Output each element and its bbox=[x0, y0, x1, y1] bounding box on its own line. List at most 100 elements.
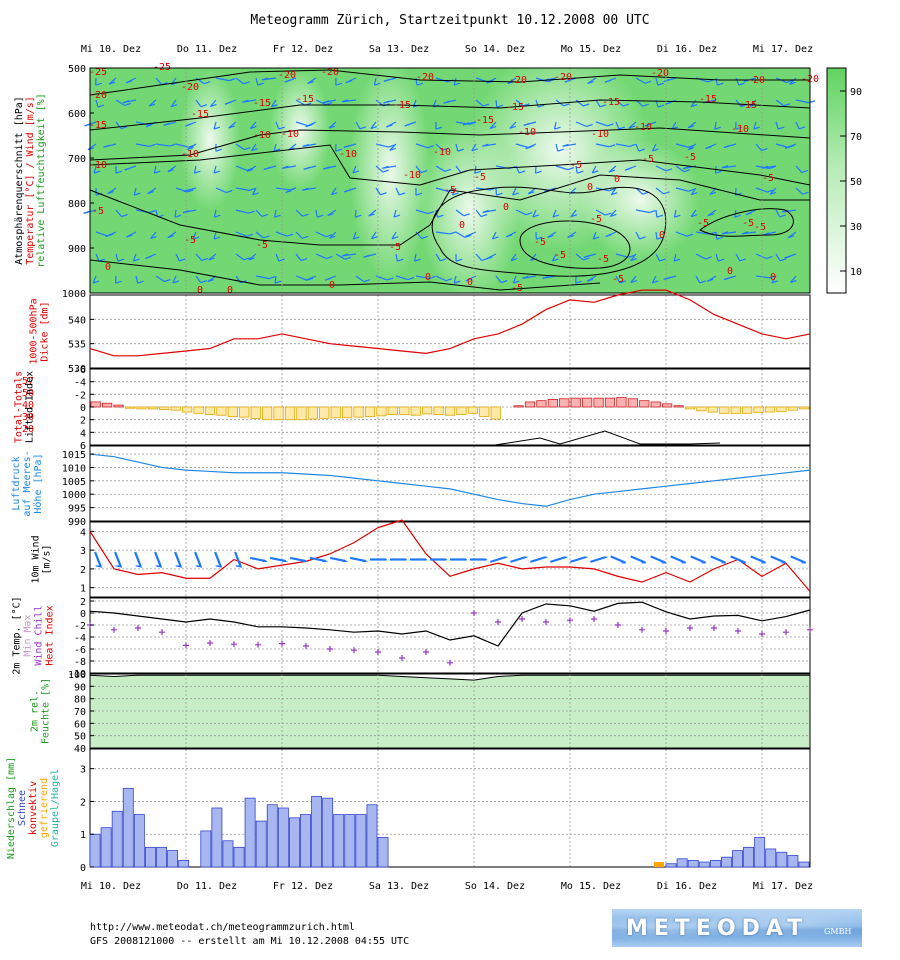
wind-barb-flag bbox=[642, 191, 649, 195]
wind-barb-flag bbox=[781, 209, 789, 213]
wind-barb bbox=[555, 143, 559, 152]
wind-barb-flag bbox=[663, 78, 671, 82]
wind-chill-mark bbox=[663, 628, 669, 634]
wind-barb-flag bbox=[250, 125, 257, 130]
wind-arrow bbox=[234, 551, 242, 568]
precip-bar bbox=[765, 848, 777, 868]
wind-barb bbox=[395, 275, 409, 281]
wind-barb bbox=[175, 143, 189, 148]
wind-barb-flag bbox=[445, 278, 453, 282]
wind-barb bbox=[552, 209, 557, 218]
wind-barb-flag bbox=[496, 104, 504, 108]
day-label: Mi 10. Dez bbox=[81, 881, 141, 892]
wind-barb-flag bbox=[125, 80, 133, 84]
wind-chill-mark bbox=[255, 641, 261, 648]
wind-barb-flag bbox=[779, 258, 787, 262]
wind-barb bbox=[695, 253, 706, 260]
contour-label: -5 bbox=[474, 172, 486, 183]
wind-barb-flag bbox=[343, 144, 350, 148]
wind-barb bbox=[135, 121, 149, 126]
precip-bar bbox=[277, 807, 289, 868]
wind-barb bbox=[435, 143, 443, 151]
contour-label: -5 bbox=[184, 235, 196, 246]
wind-barb-flag bbox=[207, 279, 214, 283]
wind-chill-mark bbox=[303, 643, 309, 649]
precip-bar bbox=[144, 846, 156, 868]
wind-barb-flag bbox=[471, 148, 478, 152]
wind-barb bbox=[795, 187, 803, 195]
footer-url[interactable]: http://www.meteodat.ch/meteogrammzurich.… bbox=[90, 922, 355, 933]
wind-barb-flag bbox=[463, 213, 471, 217]
wind-barb bbox=[455, 165, 462, 174]
wind-barb-flag bbox=[148, 103, 156, 107]
wind-arrow bbox=[530, 556, 546, 563]
wind-barb bbox=[575, 165, 578, 174]
lifted-index-bar bbox=[524, 401, 536, 408]
total-totals-label: 30 bbox=[22, 412, 34, 423]
wind-barb-flag bbox=[345, 80, 352, 84]
wind-barb bbox=[435, 187, 449, 192]
wind-barb-flag bbox=[370, 126, 378, 130]
meteodat-logo[interactable]: METEODAT GMBH bbox=[612, 909, 862, 947]
wind-barb bbox=[255, 231, 264, 239]
humidity-area bbox=[90, 675, 810, 748]
wind-barb-flag bbox=[335, 82, 342, 86]
wind-barb-flag bbox=[652, 148, 659, 152]
wind-barb-flag bbox=[547, 234, 554, 239]
wind-barb-flag bbox=[527, 191, 535, 195]
wind-barb-flag bbox=[121, 213, 128, 218]
wind-barb bbox=[115, 121, 122, 129]
wind-barb-flag bbox=[716, 236, 723, 240]
wind-barb bbox=[95, 253, 100, 262]
wind-chill-mark bbox=[183, 642, 189, 649]
lifted-index-bar bbox=[136, 406, 147, 410]
wind-barb-flag bbox=[505, 234, 513, 238]
wind-arrowhead bbox=[215, 565, 223, 568]
wind-chill-mark bbox=[807, 626, 813, 633]
wind-barb-flag bbox=[575, 280, 582, 284]
wind-barb bbox=[193, 165, 197, 174]
day-label: Mi 17. Dez bbox=[753, 44, 813, 55]
contour-label: -5 bbox=[570, 160, 582, 171]
wind-barb bbox=[235, 165, 248, 171]
wind-barb-flag bbox=[771, 280, 779, 284]
wind-arrow bbox=[670, 555, 686, 564]
axis-label: Lifted Index bbox=[25, 371, 36, 443]
wind-barb bbox=[512, 275, 517, 284]
precip-bar bbox=[322, 797, 334, 868]
wind-barb-flag bbox=[126, 234, 133, 238]
wind-barb-flag bbox=[714, 126, 721, 130]
wind-barb bbox=[775, 121, 779, 130]
wind-chill-mark bbox=[495, 619, 501, 625]
axis-label: relative Luftfeuchtigkeit [%] bbox=[36, 93, 47, 268]
tick-label: 900 bbox=[68, 244, 86, 255]
lifted-index-bar bbox=[730, 406, 741, 414]
lifted-index-bar bbox=[147, 406, 158, 410]
precip-bar bbox=[798, 861, 810, 868]
wind-barb bbox=[673, 253, 677, 262]
wind-barb bbox=[515, 143, 529, 149]
wind-barb bbox=[295, 209, 303, 217]
wind-barb bbox=[475, 209, 482, 217]
tick-label: 1 bbox=[80, 584, 86, 595]
contour-label: 0 bbox=[467, 277, 473, 288]
wind-barb bbox=[714, 121, 717, 130]
wind-barb-flag bbox=[721, 231, 729, 235]
wind-barb-flag bbox=[455, 258, 463, 262]
wind-barb bbox=[615, 121, 620, 130]
wind-barb-flag bbox=[192, 236, 200, 240]
contour-label: -5 bbox=[742, 218, 754, 229]
wind-barb-flag bbox=[435, 126, 443, 130]
wind-barb-flag bbox=[638, 148, 645, 152]
colorbar-label: 10 bbox=[850, 267, 862, 278]
tick-label: 4 bbox=[80, 527, 86, 538]
day-label: Di 16. Dez bbox=[657, 881, 717, 892]
contour-label: -5 bbox=[684, 152, 696, 163]
contour-label: -20 bbox=[278, 70, 296, 81]
lifted-index-bar bbox=[582, 397, 593, 408]
wind-barb-flag bbox=[721, 165, 729, 169]
contour-label: -20 bbox=[554, 72, 572, 83]
wind-barb-flag bbox=[203, 81, 211, 85]
lifted-index-bar bbox=[490, 406, 501, 420]
wind-barb bbox=[370, 231, 377, 240]
